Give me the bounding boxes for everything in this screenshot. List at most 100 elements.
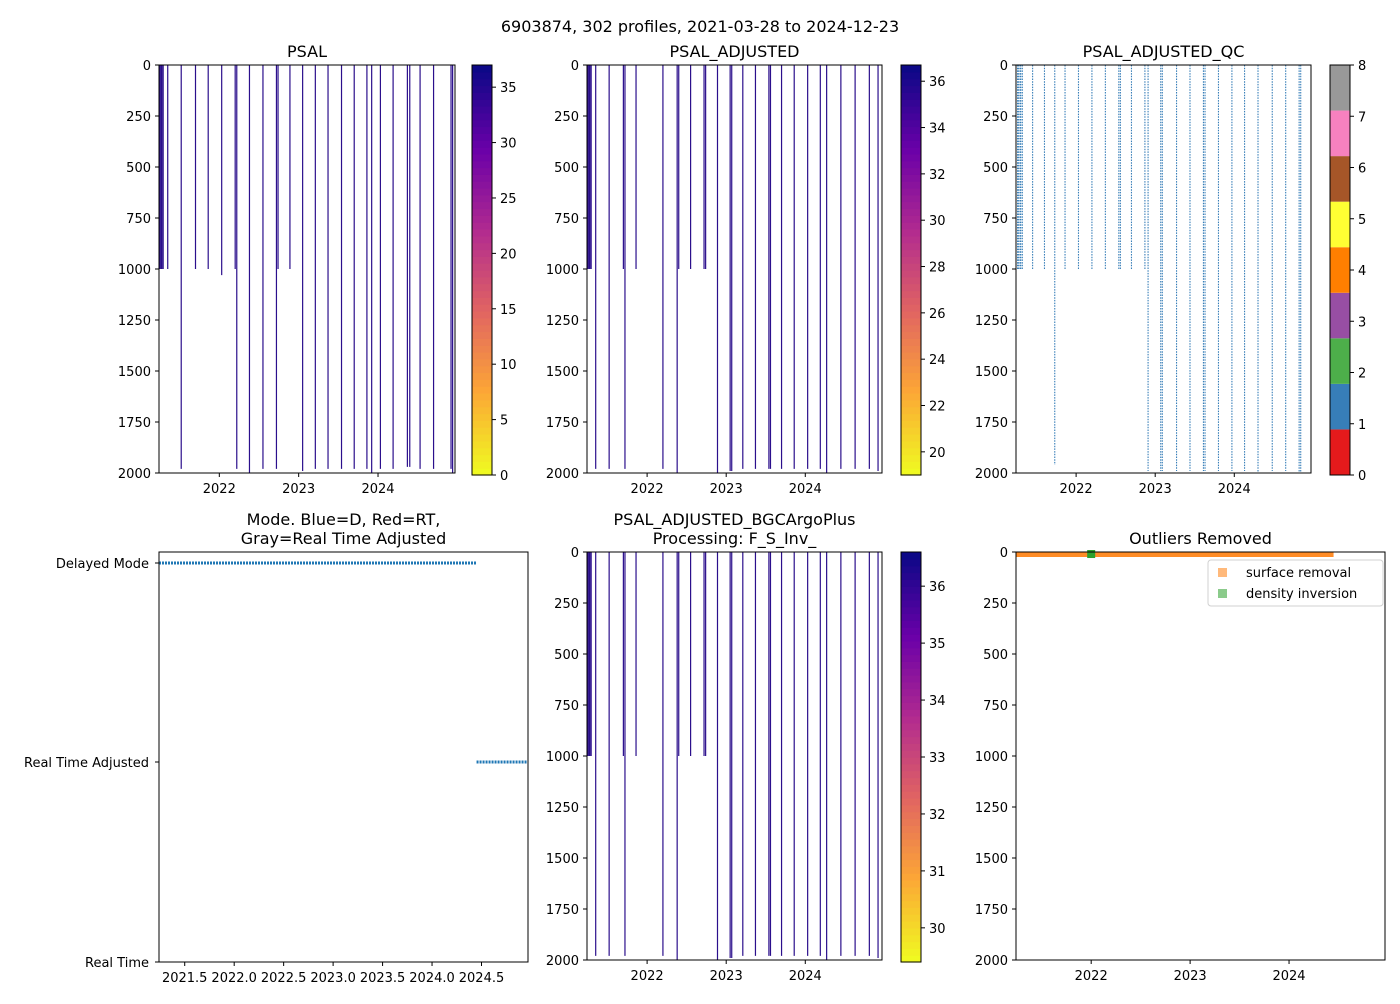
psal-colorbar-segment (472, 427, 492, 435)
psal_bgc-colorbar-segment (901, 599, 921, 608)
outliers-ytick-label: 500 (983, 648, 1008, 663)
psal_bgc-colorbar-tick-label: 35 (929, 637, 946, 652)
psal_bgc-colorbar-segment (901, 627, 921, 635)
psal_adjusted-colorbar-segment (901, 242, 921, 251)
psal-colorbar-segment (472, 71, 492, 80)
outliers-ytick-label: 1750 (975, 903, 1008, 918)
psal_bgc-colorbar-segment (901, 640, 921, 649)
psal-colorbar-segment (472, 406, 492, 415)
psal_bgc-colorbar-segment (901, 921, 921, 929)
mode-xtick-label: 2022.0 (211, 971, 257, 986)
psal-colorbar-segment (472, 386, 492, 394)
psal_adjusted-profiles (586, 65, 879, 473)
psal_bgc-colorbar-segment (901, 866, 921, 874)
psal-colorbar-segment (472, 229, 492, 237)
psal-colorbar-segment (472, 160, 492, 169)
mode-panel: Mode. Blue=D, Red=RT,Gray=Real Time Adju… (24, 510, 529, 986)
psal_adjusted-colorbar-tick-label: 24 (929, 353, 946, 368)
psal_adjusted-colorbar-segment (901, 379, 921, 387)
psal_bgc-ytick-label: 750 (554, 699, 579, 714)
psal-colorbar-segment (472, 65, 492, 73)
psal_adjusted-colorbar-segment (901, 311, 921, 319)
psal_adjusted-colorbar-segment (901, 153, 921, 162)
psal_bgc-ytick-label: 1500 (546, 852, 579, 867)
psal_adjusted-colorbar-segment (901, 222, 921, 230)
psal_bgc-colorbar-segment (901, 852, 921, 861)
outliers-axes-frame (1015, 551, 1386, 961)
psal_adjusted-ytick-label: 0 (571, 59, 579, 74)
psal_bgc-colorbar-segment (901, 757, 921, 765)
psal_adjusted_qc-xtick-label: 2023 (1139, 482, 1172, 497)
psal-colorbar-segment (472, 99, 492, 107)
psal_bgc-colorbar-segment (901, 914, 921, 922)
psal-ytick-label: 1250 (118, 314, 151, 329)
psal-colorbar-segment (472, 126, 492, 134)
psal-colorbar-segment (472, 119, 492, 128)
psal_bgc-xtick-label: 2022 (631, 969, 664, 984)
psal_adjusted-colorbar-segment (901, 440, 921, 449)
psal-colorbar-segment (472, 420, 492, 428)
psal_adjusted-colorbar-segment (901, 160, 921, 169)
psal_adjusted-xtick-label: 2023 (710, 482, 743, 497)
psal-xtick-label: 2022 (203, 482, 236, 497)
psal_adjusted-colorbar-segment (901, 119, 921, 128)
psal_adjusted-colorbar-segment (901, 71, 921, 80)
mode-xtick-label: 2022.5 (261, 971, 307, 986)
psal_adjusted_qc-axes-frame (1015, 64, 1312, 474)
psal-ytick-label: 1750 (118, 416, 151, 431)
psal_adjusted-colorbar-segment (901, 386, 921, 394)
psal-colorbar-segment (472, 263, 492, 271)
outliers-ytick-label: 250 (983, 597, 1008, 612)
psal-colorbar-segment (472, 85, 492, 93)
psal_bgc-colorbar-segment (901, 613, 921, 621)
psal-colorbar-segment (472, 201, 492, 210)
outliers-ytick-label: 2000 (975, 954, 1008, 969)
psal_adjusted_qc-profiles (1017, 65, 1302, 473)
psal_adjusted-colorbar-segment (901, 201, 921, 210)
outliers-legend-swatch (1218, 589, 1227, 598)
psal-colorbar-segment (472, 311, 492, 319)
psal_adjusted-colorbar-tick-label: 22 (929, 400, 946, 415)
psal_adjusted_qc-ytick-label: 250 (983, 110, 1008, 125)
outliers-title: Outliers Removed (1129, 529, 1272, 548)
psal-colorbar-tick-label: 30 (500, 137, 517, 152)
psal-colorbar-segment (472, 461, 492, 469)
psal_adjusted-colorbar-segment (901, 454, 921, 462)
psal-colorbar-segment (472, 379, 492, 387)
psal_bgc-colorbar-segment (901, 880, 921, 888)
psal-colorbar-segment (472, 78, 492, 87)
psal_adjusted_qc-colorbar-tick-label: 7 (1358, 110, 1366, 125)
psal_adjusted-colorbar-tick-label: 20 (929, 446, 946, 461)
psal_adjusted-colorbar-segment (901, 194, 921, 203)
psal_bgc-colorbar-segment (901, 654, 921, 662)
outliers-legend-swatch (1218, 568, 1227, 577)
psal_adjusted-colorbar-segment (901, 147, 921, 155)
figure-suptitle: 6903874, 302 profiles, 2021-03-28 to 202… (501, 17, 899, 36)
psal_adjusted_qc-title: PSAL_ADJUSTED_QC (1083, 42, 1245, 62)
psal_bgc-ytick-label: 2000 (546, 954, 579, 969)
mode-title-line: Gray=Real Time Adjusted (241, 529, 447, 548)
psal_bgc-colorbar-segment (901, 845, 921, 854)
psal_adjusted-colorbar-segment (901, 420, 921, 428)
mode-xtick-label: 2023.0 (310, 971, 356, 986)
psal_adjusted-colorbar-segment (901, 174, 921, 182)
psal_bgc-xtick-label: 2023 (710, 969, 743, 984)
psal_adjusted-colorbar-segment (901, 290, 921, 298)
psal-colorbar-segment (472, 167, 492, 175)
psal_adjusted_qc-colorbar-segment (1330, 383, 1350, 430)
psal_adjusted-colorbar-segment (901, 393, 921, 401)
psal_adjusted-colorbar-segment (901, 406, 921, 415)
psal_bgc-colorbar-tick-label: 33 (929, 751, 946, 766)
psal_adjusted-colorbar-segment (901, 249, 921, 257)
psal_bgc-colorbar-segment (901, 743, 921, 751)
psal_bgc-colorbar: 30 31 32 33 34 35 36 (900, 551, 946, 963)
psal_bgc-colorbar-segment (901, 948, 921, 956)
outliers-ytick-label: 1000 (975, 750, 1008, 765)
psal_adjusted-colorbar-tick-label: 28 (929, 261, 946, 276)
psal_bgc-colorbar-segment (901, 886, 921, 895)
psal-colorbar-segment (472, 174, 492, 182)
outliers-panel: Outliers Removed 2022 2023 2024 0 250 500 750 10… (975, 529, 1386, 984)
psal_bgc-colorbar-segment (901, 661, 921, 669)
outliers-legend-label: surface removal (1246, 566, 1351, 581)
psal_adjusted-ytick-label: 1250 (546, 314, 579, 329)
